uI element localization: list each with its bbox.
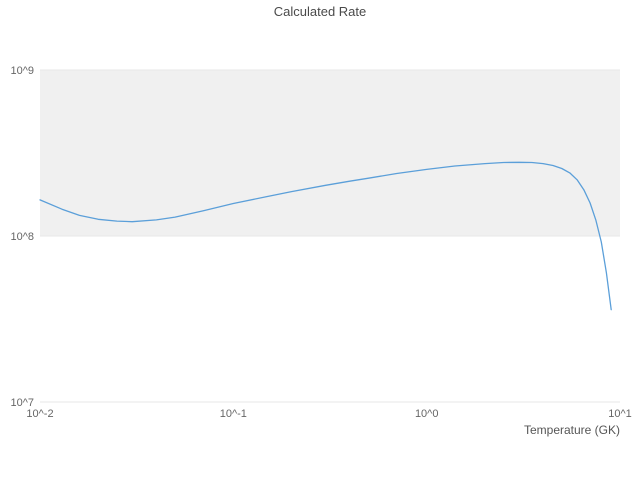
log-decade-band (40, 70, 620, 236)
y-tick-label: 10^9 (10, 65, 34, 77)
rate-line (39, 161, 612, 311)
x-tick-label: 10^0 (415, 408, 439, 420)
x-axis-label: Temperature (GK) (523, 423, 620, 437)
y-tick-label: 10^7 (10, 397, 34, 409)
y-tick-label: 10^8 (10, 231, 34, 243)
x-tick-label: 10^1 (608, 408, 632, 420)
x-tick-label: 10^-2 (26, 408, 53, 420)
chart-title: Calculated Rate (273, 4, 367, 19)
x-tick-label: 10^-1 (220, 408, 247, 420)
